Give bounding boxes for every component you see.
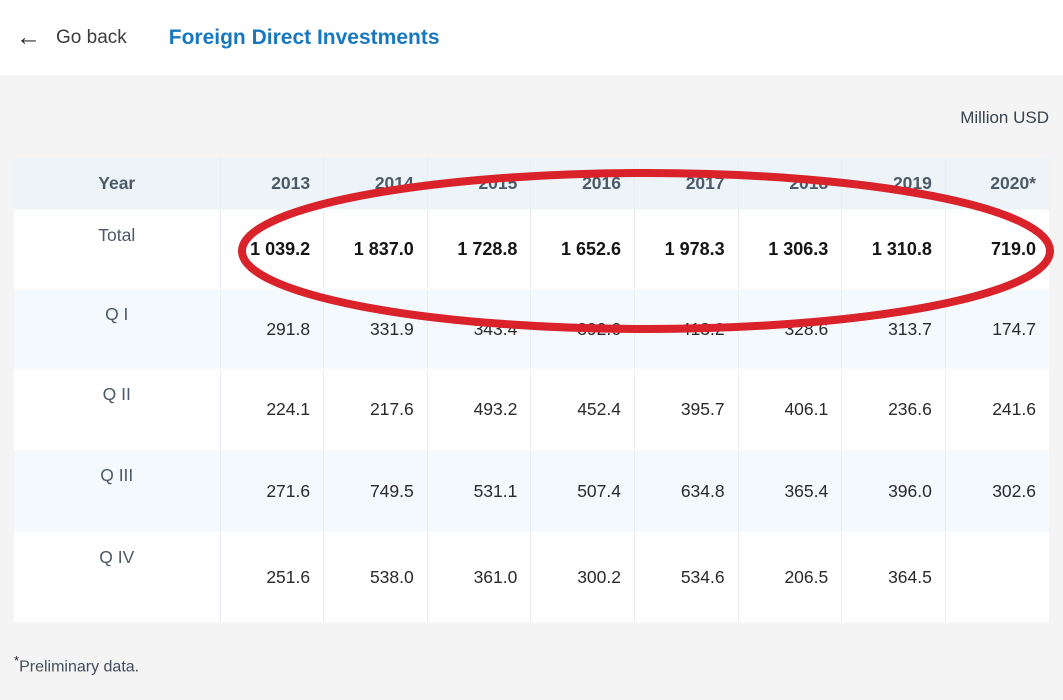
value-cell: 1 652.6 <box>530 210 635 289</box>
main-content: Million USD Year 2013 2014 2015 2016 2017 201… <box>0 108 1063 676</box>
value-cell: 365.4 <box>738 450 843 532</box>
page-title: Foreign Direct Investments <box>168 25 440 49</box>
table-body: Total 1 039.2 1 837.0 1 728.8 1 652.6 1 978.3… <box>14 210 1049 622</box>
year-header-cell: 2014 <box>323 158 428 211</box>
value-cell: 236.6 <box>841 369 946 450</box>
value-cell: 331.9 <box>323 289 428 369</box>
value-cell: 1 978.3 <box>634 210 739 289</box>
footnote-asterisk: * <box>14 653 20 668</box>
table-row: Q III 271.6 749.5 531.1 507.4 634.8 365.4 396.0… <box>14 450 1049 532</box>
value-cell: 271.6 <box>220 450 325 532</box>
value-cell: 343.4 <box>427 289 532 369</box>
value-cell: 1 728.8 <box>427 210 532 289</box>
row-label: Q II <box>14 369 221 450</box>
fdi-table: Year 2013 2014 2015 2016 2017 2018 2019 2020* T… <box>14 158 1049 623</box>
top-bar: ← Go back Foreign Direct Investments <box>0 0 1063 75</box>
table-row: Total 1 039.2 1 837.0 1 728.8 1 652.6 1 978.3… <box>14 210 1049 289</box>
value-cell: 1 039.2 <box>220 210 325 289</box>
value-cell: 1 310.8 <box>841 210 946 289</box>
value-cell: 406.1 <box>738 369 843 450</box>
table-header-row: Year 2013 2014 2015 2016 2017 2018 2019 2020* <box>14 158 1049 211</box>
go-back-label: Go back <box>56 26 127 48</box>
value-cell: 206.5 <box>738 532 843 622</box>
value-cell: 538.0 <box>323 532 428 622</box>
value-cell: 719.0 <box>990 239 1036 259</box>
table-row: Q I 291.8 331.9 343.4 392.6 413.2 328.6 313.7 17… <box>14 289 1049 369</box>
value-cell: 413.2 <box>634 289 739 369</box>
value-cell: 531.1 <box>427 450 532 532</box>
value-cell: 174.7 <box>992 318 1036 339</box>
row-label: Total <box>14 210 221 289</box>
value-cell: 395.7 <box>634 369 739 450</box>
year-header-cell: 2020* <box>945 158 1049 211</box>
value-cell: 241.6 <box>992 399 1036 419</box>
value-cell: 396.0 <box>841 450 946 532</box>
value-cell: 493.2 <box>427 369 532 450</box>
row-label: Q I <box>14 289 221 369</box>
value-cell: 634.8 <box>634 450 739 532</box>
year-header-cell: 2016 <box>530 158 635 211</box>
value-cell: 1 837.0 <box>323 210 428 289</box>
value-cell: 1 306.3 <box>738 210 843 289</box>
unit-label: Million USD <box>960 108 1049 127</box>
value-cell: 313.7 <box>841 289 946 369</box>
footnote: *Preliminary data. <box>14 653 1049 676</box>
value-cell: 364.5 <box>841 532 946 622</box>
row-label: Q III <box>14 450 221 532</box>
value-cell: 452.4 <box>530 369 635 450</box>
value-cell: 328.6 <box>738 289 843 369</box>
value-cell: 534.6 <box>634 532 739 622</box>
year-header-cell: 2019 <box>841 158 946 211</box>
footnote-text: Preliminary data. <box>19 658 140 676</box>
go-back-button[interactable]: ← Go back <box>16 25 127 50</box>
value-cell: 302.6 <box>992 480 1036 501</box>
year-header-cell: 2017 <box>634 158 739 211</box>
row-label: Q IV <box>14 532 221 622</box>
value-cell: 224.1 <box>220 369 325 450</box>
value-cell: 392.6 <box>530 289 635 369</box>
value-cell: 251.6 <box>220 532 325 622</box>
year-corner-header: Year <box>14 158 221 211</box>
value-cell: 291.8 <box>220 289 325 369</box>
year-header-cell: 2013 <box>220 158 325 211</box>
value-cell: 300.2 <box>530 532 635 622</box>
value-cell: 749.5 <box>323 450 428 532</box>
value-cell <box>945 532 1049 622</box>
back-arrow-icon: ← <box>16 23 41 51</box>
value-cell: 361.0 <box>427 532 532 622</box>
value-cell: 217.6 <box>323 369 428 450</box>
table-row: Q II 224.1 217.6 493.2 452.4 395.7 406.1 236.6 2… <box>14 369 1049 450</box>
year-header-cell: 2018 <box>738 158 843 211</box>
year-header-cell: 2015 <box>427 158 532 211</box>
table-row: Q IV 251.6 538.0 361.0 300.2 534.6 206.5 364.5 <box>14 532 1049 622</box>
value-cell: 507.4 <box>530 450 635 532</box>
